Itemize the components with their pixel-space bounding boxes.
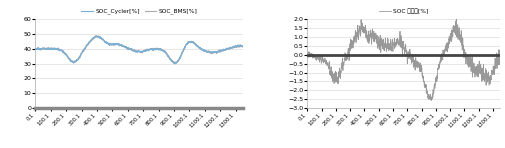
- SOC_Cycler[%]: [172, 63, 178, 65]
- SOC_BMS[%]: [105, 43, 111, 45]
- SOC_Cycler[%]: [32, 48, 38, 50]
- SOC_BMS[%]: [82, 47, 88, 49]
- SOC_Cycler[%]: [198, 48, 204, 50]
- Legend: SOC 오자율[%]: SOC 오자율[%]: [377, 6, 431, 16]
- Line: SOC_BMS[%]: SOC_BMS[%]: [35, 36, 243, 64]
- SOC 오자율[%]: [372, 34, 378, 36]
- SOC 오자율[%]: [448, 41, 454, 42]
- SOC_BMS[%]: [38, 49, 44, 50]
- SOC_BMS[%]: [198, 48, 204, 50]
- SOC_Cycler[%]: [82, 47, 88, 49]
- Legend: SOC_Cycler[%], SOC_BMS[%]: SOC_Cycler[%], SOC_BMS[%]: [79, 6, 200, 17]
- SOC_BMS[%]: [32, 48, 38, 50]
- SOC_BMS[%]: [240, 45, 246, 47]
- Line: SOC_Cycler[%]: SOC_Cycler[%]: [35, 36, 243, 64]
- SOC_BMS[%]: [172, 63, 178, 65]
- SOC_BMS[%]: [188, 42, 194, 44]
- SOC_Cycler[%]: [105, 42, 111, 44]
- SOC 오자율[%]: [305, 53, 311, 54]
- SOC 오자율[%]: [371, 36, 377, 38]
- SOC 오자율[%]: [310, 57, 316, 59]
- SOC 오자율[%]: [497, 60, 503, 61]
- SOC_Cycler[%]: [105, 42, 111, 44]
- SOC_Cycler[%]: [240, 46, 246, 48]
- Line: SOC 오자율[%]: SOC 오자율[%]: [308, 19, 500, 100]
- SOC 오자율[%]: [458, 41, 464, 43]
- SOC_BMS[%]: [93, 35, 99, 37]
- SOC 오자율[%]: [453, 18, 460, 20]
- SOC 오자율[%]: [351, 43, 357, 45]
- SOC_Cycler[%]: [38, 48, 44, 50]
- SOC_BMS[%]: [105, 43, 111, 45]
- SOC_Cycler[%]: [94, 35, 100, 37]
- SOC 오자율[%]: [428, 100, 434, 101]
- SOC_Cycler[%]: [188, 41, 194, 43]
